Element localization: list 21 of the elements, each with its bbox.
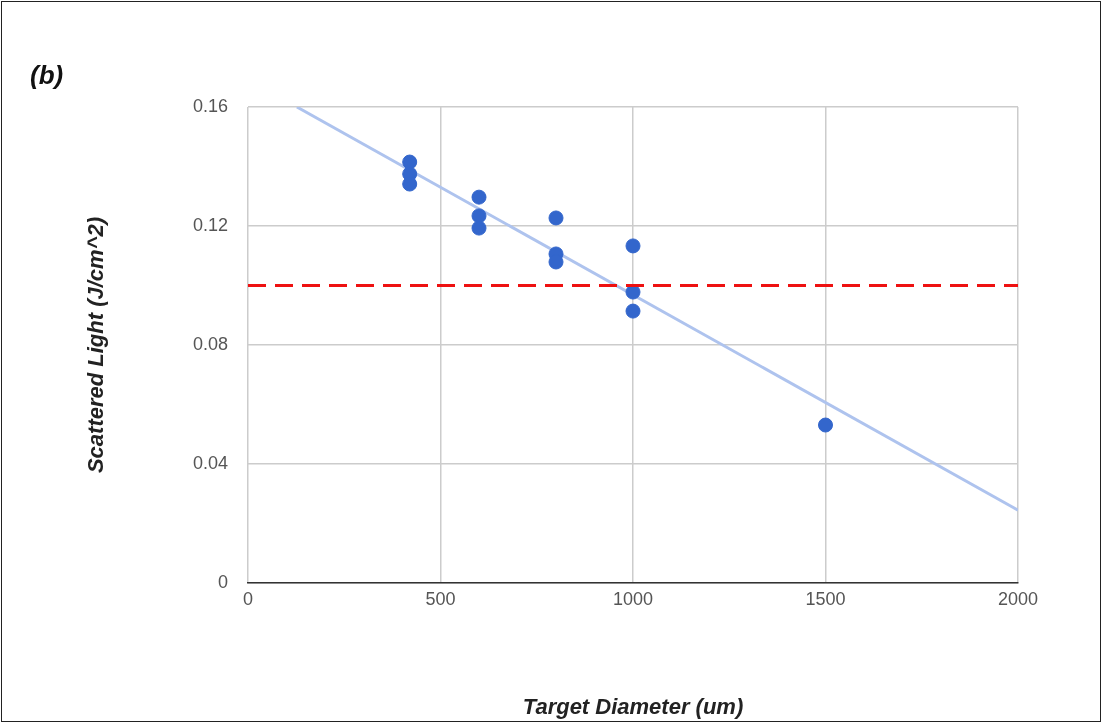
x-tick-label: 500 — [425, 588, 456, 609]
chart-title: (b) — [30, 60, 64, 91]
y-tick-label: 0.12 — [192, 214, 228, 235]
point — [818, 417, 833, 433]
point — [471, 189, 487, 205]
point — [625, 303, 641, 319]
point — [471, 220, 487, 236]
point — [625, 238, 641, 254]
x-tick-label: 2000 — [997, 588, 1039, 609]
y-tick-label: 0.04 — [192, 452, 228, 473]
y-tick-label: 0.08 — [192, 333, 228, 354]
point — [471, 208, 487, 224]
x-tick-label: 0 — [242, 588, 254, 609]
y-tick-label: 0 — [217, 571, 228, 592]
x-tick-label: 1000 — [612, 588, 654, 609]
x-axis-title: Target Diameter (um) — [522, 693, 744, 719]
y-tick-label: 0.16 — [192, 95, 228, 116]
point — [402, 154, 418, 170]
point — [548, 210, 564, 226]
y-axis-title: Scattered Light (J/cm^2) — [83, 216, 109, 474]
x-tick-label: 1500 — [805, 588, 846, 609]
